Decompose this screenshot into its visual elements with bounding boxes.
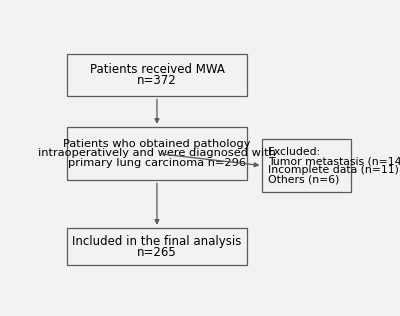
Text: Included in the final analysis: Included in the final analysis (72, 234, 242, 248)
FancyBboxPatch shape (262, 139, 351, 192)
FancyBboxPatch shape (67, 54, 247, 96)
FancyBboxPatch shape (67, 127, 247, 180)
Text: primary lung carcinoma n=296: primary lung carcinoma n=296 (68, 158, 246, 168)
Text: Patients who obtained pathology: Patients who obtained pathology (63, 139, 251, 149)
FancyBboxPatch shape (67, 228, 247, 265)
Text: Excluded:: Excluded: (268, 147, 321, 157)
Text: Tumor metastasis (n=14): Tumor metastasis (n=14) (268, 156, 400, 166)
Text: Incomplete data (n=11): Incomplete data (n=11) (268, 165, 399, 175)
Text: intraoperatively and were diagnosed with: intraoperatively and were diagnosed with (38, 149, 276, 159)
Text: n=265: n=265 (137, 246, 177, 258)
Text: n=372: n=372 (137, 74, 177, 87)
Text: Patients received MWA: Patients received MWA (90, 63, 224, 76)
Text: Others (n=6): Others (n=6) (268, 174, 339, 185)
